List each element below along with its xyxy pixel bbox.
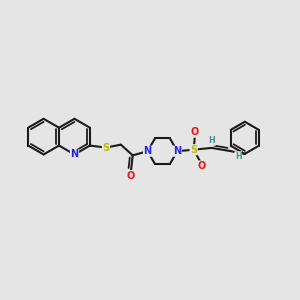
Text: O: O	[191, 127, 199, 137]
Text: O: O	[127, 171, 135, 181]
Text: N: N	[143, 146, 152, 156]
Text: N: N	[173, 146, 182, 156]
Text: O: O	[197, 161, 206, 171]
Text: S: S	[190, 145, 197, 155]
Text: N: N	[70, 149, 79, 160]
Text: S: S	[102, 142, 110, 153]
Text: H: H	[209, 136, 215, 145]
Text: H: H	[235, 152, 242, 161]
